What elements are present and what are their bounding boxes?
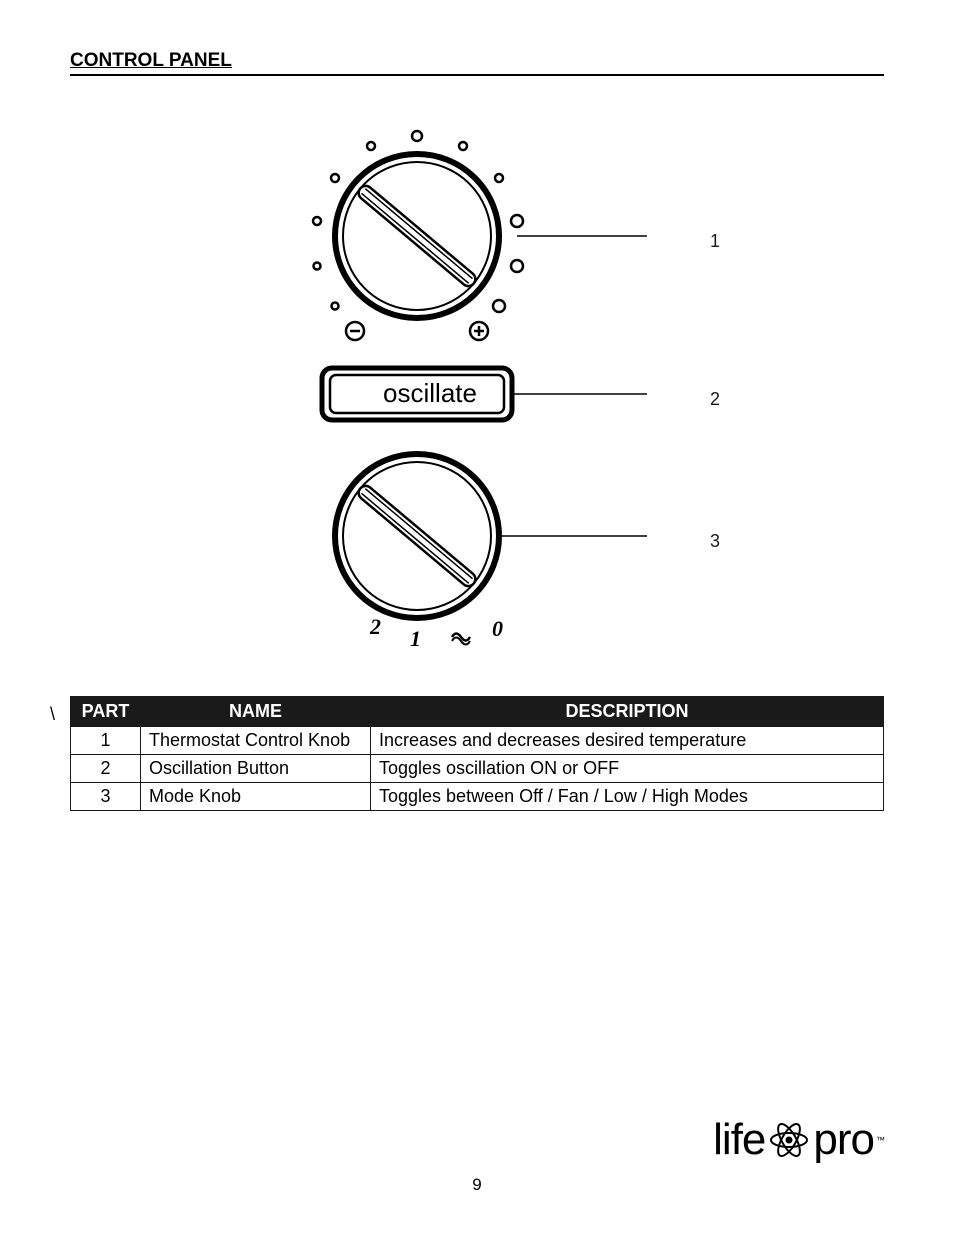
parts-table: PART NAME DESCRIPTION 1 Thermostat Contr… <box>70 696 884 811</box>
cell-desc: Increases and decreases desired temperat… <box>371 727 884 755</box>
table-row: 2 Oscillation Button Toggles oscillation… <box>71 755 884 783</box>
table-row: 1 Thermostat Control Knob Increases and … <box>71 727 884 755</box>
cell-name: Mode Knob <box>141 783 371 811</box>
cell-part: 2 <box>71 755 141 783</box>
table-header-desc: DESCRIPTION <box>371 697 884 727</box>
brand-logo: life pro ™ <box>713 1115 884 1165</box>
cell-part: 3 <box>71 783 141 811</box>
logo-tm: ™ <box>876 1135 884 1145</box>
oscillate-button-label: oscillate <box>230 378 630 409</box>
callout-3: 3 <box>710 531 720 552</box>
page-footer: 9 <box>0 1175 954 1195</box>
cell-part: 1 <box>71 727 141 755</box>
cell-desc: Toggles between Off / Fan / Low / High M… <box>371 783 884 811</box>
callout-2: 2 <box>710 389 720 410</box>
section-title: CONTROL PANEL <box>70 50 884 76</box>
callout-1: 1 <box>710 231 720 252</box>
fan-icon <box>450 628 472 646</box>
logo-text-left: life <box>713 1115 765 1165</box>
logo-text-right: pro <box>813 1115 874 1165</box>
table-header-name: NAME <box>141 697 371 727</box>
stray-backslash: \ <box>50 704 55 725</box>
mode-label-2: 2 <box>370 614 381 640</box>
mode-label-fan <box>450 628 472 651</box>
mode-label-1: 1 <box>410 626 421 652</box>
table-row: 3 Mode Knob Toggles between Off / Fan / … <box>71 783 884 811</box>
logo-atom-icon <box>767 1118 811 1162</box>
mode-label-0: 0 <box>492 616 503 642</box>
cell-name: Oscillation Button <box>141 755 371 783</box>
control-panel-diagram: oscillate 1 2 3 2 1 0 <box>70 116 884 676</box>
cell-name: Thermostat Control Knob <box>141 727 371 755</box>
page-number: 9 <box>472 1175 481 1194</box>
table-header-part: PART <box>71 697 141 727</box>
cell-desc: Toggles oscillation ON or OFF <box>371 755 884 783</box>
